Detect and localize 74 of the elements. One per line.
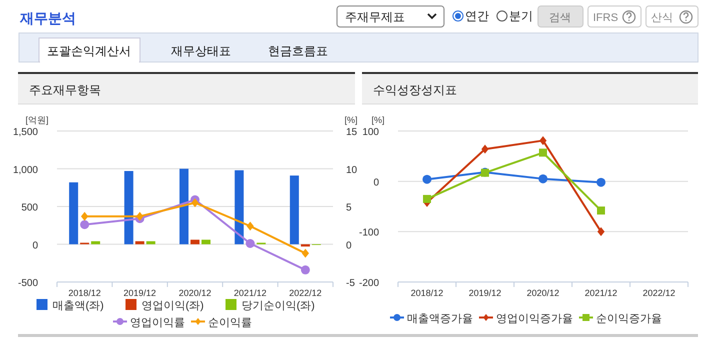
x-tick-label: 2019/12 [468,288,502,298]
point [539,136,547,146]
y-tick-label: 1,500 [12,127,38,138]
x-tick-label: 2022/12 [642,288,676,298]
point [191,198,199,208]
y2-tick-label: 0 [346,240,352,252]
x-tick-label: 2020/12 [526,288,560,298]
text: 검색 [549,12,571,24]
y-tick-label: 1,000 [12,164,38,176]
x-tick-label: 2021/12 [584,288,618,298]
y-tick-label: -100 [358,228,380,239]
y2-axis-title: [%] [344,115,358,125]
point [136,212,144,221]
point [481,144,489,154]
legend-label: 매출액증가율 [407,313,473,325]
text: 분기 [509,9,533,23]
bar [146,241,156,244]
bar [91,241,100,244]
point [539,148,547,157]
y2-tick-label: 15 [346,127,358,138]
x-tick-label: 2018/12 [68,288,101,298]
bar [290,176,299,244]
bar [135,241,144,244]
y-tick-label: -200 [358,278,380,289]
y-tick-label: 500 [21,202,38,214]
legend-label: 순이익증가율 [596,313,662,325]
y-tick-label: 0 [32,240,38,252]
y-axis-title: [억원] [25,115,49,125]
legend-label: 영업이익증가율 [496,313,573,325]
y2-tick-label: 10 [346,164,358,176]
point [597,206,605,215]
text: 현금흐름표 [268,44,328,58]
point [596,178,606,187]
bar [202,240,210,244]
point [423,194,431,203]
point [538,174,548,184]
legend-label: 매출액(좌) [52,300,104,312]
point [302,248,309,258]
point [300,265,310,274]
text: 산식 [651,12,673,24]
y-tick-label: 100 [362,127,380,138]
point [80,220,90,230]
point [422,174,432,184]
point [81,212,88,221]
x-tick-label: 2018/12 [410,288,444,298]
y-tick-label: -500 [18,278,38,289]
bar [69,182,78,244]
y2-tick-label: -5 [346,278,356,289]
y-axis-title: [%] [371,115,385,125]
text: 포괄손익계산서 [47,44,131,58]
chart-title: 수익성장성지표 [373,83,457,97]
y-tick-label: 0 [373,177,380,188]
x-tick-label: 2019/12 [124,288,156,298]
text: 재무상태표 [171,44,231,58]
y2-tick-label: 5 [346,202,352,214]
legend-label: 영업이익률 [130,317,185,329]
bar [180,168,188,244]
text: 주재무제표 [345,10,405,24]
text: 연간 [465,9,489,23]
text: IFRS [593,12,618,24]
legend-label: 영업이익(좌) [142,300,204,312]
point [246,238,255,248]
bar [234,170,244,244]
x-tick-label: 2020/12 [178,288,212,298]
legend-label: 순이익률 [208,317,252,329]
x-tick-label: 2021/12 [234,288,266,298]
text: 재무분석 [19,10,76,26]
bar [190,240,200,244]
x-tick-label: 2022/12 [289,288,322,298]
legend-label: 당기순이익(좌) [242,300,315,312]
point [597,227,605,236]
bar [124,171,134,244]
chart-title: 주요재무항목 [29,83,101,97]
point [246,222,254,231]
